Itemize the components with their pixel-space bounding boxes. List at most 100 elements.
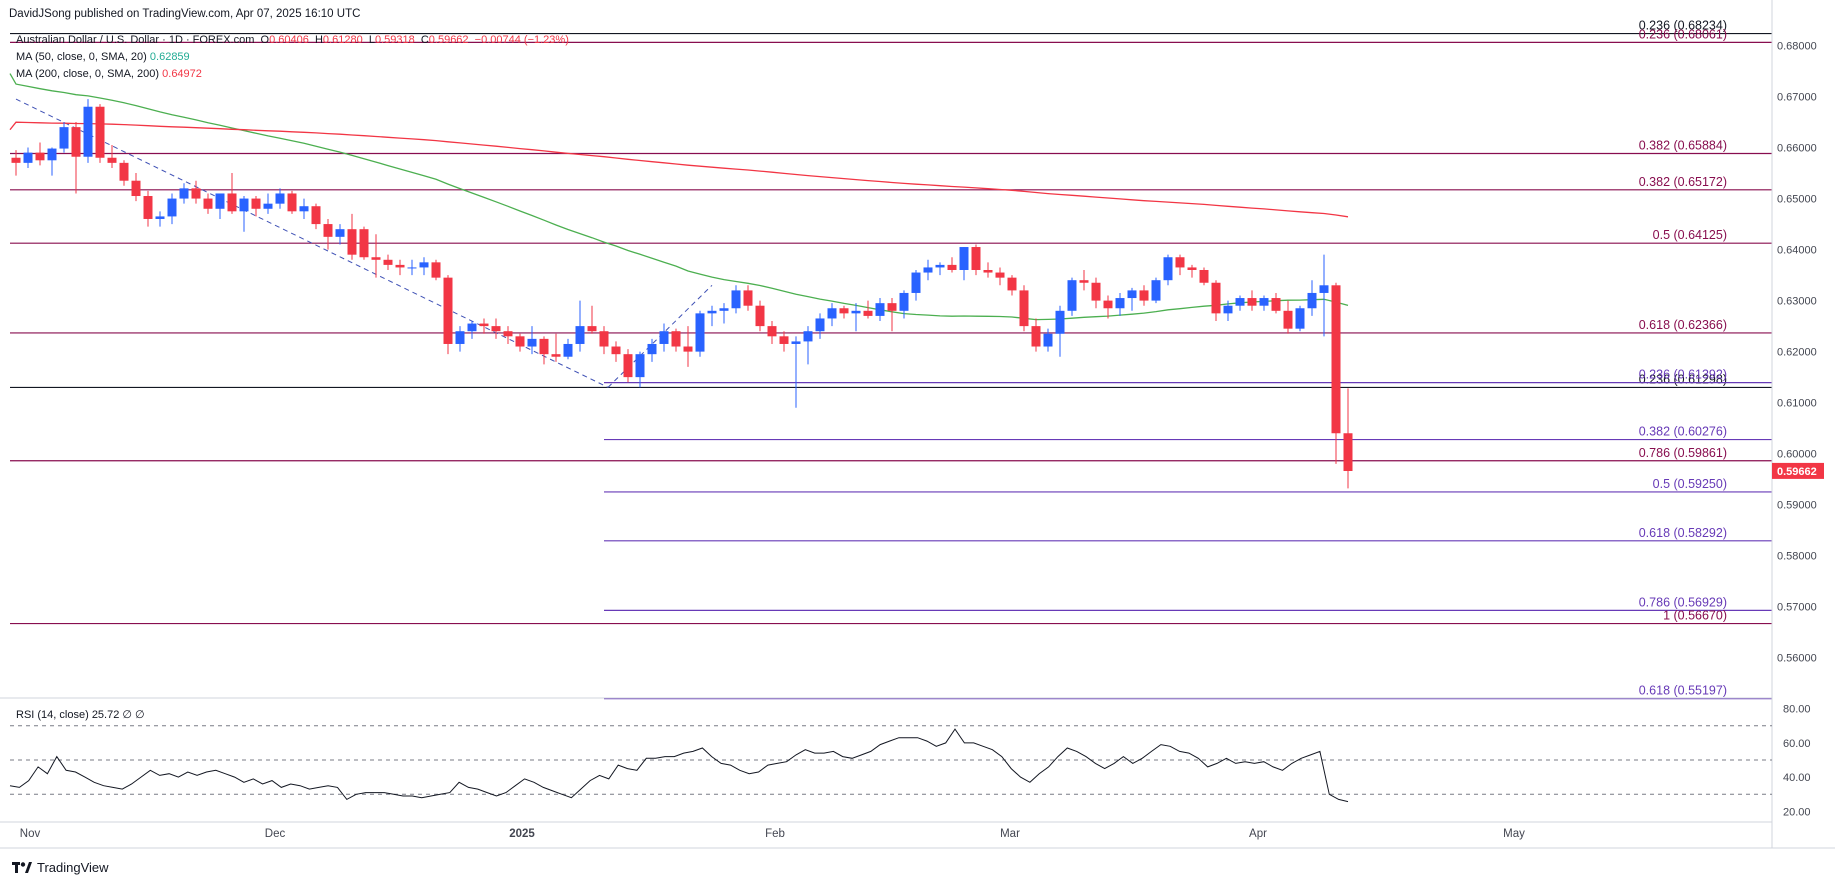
- rsi-tick-label: 80.00: [1783, 704, 1811, 716]
- candle-body: [971, 247, 981, 270]
- ma200-line: [9, 121, 1349, 218]
- tradingview-logo-icon: [12, 861, 32, 873]
- candle-body: [671, 331, 681, 347]
- candle-body: [1235, 298, 1245, 306]
- price-tick-label: 0.63000: [1777, 296, 1817, 308]
- time-tick-label: Dec: [265, 828, 286, 840]
- candle-body: [791, 341, 801, 344]
- candle-body: [1247, 298, 1257, 306]
- ohlc-low: 0.59318: [374, 34, 415, 46]
- candle-body: [839, 308, 849, 314]
- candle-body: [851, 310, 861, 314]
- candle-body: [887, 303, 897, 311]
- candle-body: [215, 193, 225, 209]
- price-tick-label: 0.67000: [1777, 92, 1817, 104]
- ohlc-open-label: O: [260, 34, 270, 46]
- fib-level-label: 0.786 (0.59861): [1639, 446, 1727, 460]
- candle-body: [155, 216, 165, 219]
- candle-body: [1211, 282, 1221, 314]
- candle-body: [1067, 280, 1077, 311]
- candlesticks: [11, 99, 1353, 489]
- candle-body: [563, 343, 573, 357]
- ma50-line: [9, 73, 1349, 321]
- candle-body: [251, 198, 261, 209]
- candle-body: [1091, 282, 1101, 301]
- candle-body: [395, 264, 405, 268]
- candle-body: [707, 310, 717, 314]
- candle-body: [575, 326, 585, 344]
- candle-body: [1151, 280, 1161, 301]
- ohlc-close-label: C: [420, 34, 429, 46]
- candle-body: [1343, 433, 1353, 472]
- candle-body: [239, 198, 249, 212]
- fib-level-label: 0.5 (0.64125): [1653, 228, 1727, 242]
- candle-body: [623, 354, 633, 378]
- last-price-badge: [1772, 462, 1824, 479]
- ohlc-high-label: H: [314, 34, 323, 46]
- candle-body: [899, 292, 909, 311]
- last-price-label: 0.59662: [1777, 466, 1817, 478]
- tradingview-brand[interactable]: TradingView: [12, 860, 109, 875]
- ohlc-high: 0.61280: [322, 34, 363, 46]
- candle-body: [107, 157, 117, 163]
- rsi-pane: 80.00 60.00 40.00 20.00: [0, 697, 1811, 818]
- rsi-label: RSI (14, close): [16, 709, 89, 721]
- candle-body: [1163, 257, 1173, 281]
- candle-body: [1115, 298, 1125, 309]
- price-tick-label: 0.64000: [1777, 245, 1817, 257]
- fib-level-label: 0.236 (0.61392): [1639, 368, 1727, 382]
- candle-body: [1199, 269, 1209, 283]
- candle-body: [35, 152, 45, 161]
- candle-body: [467, 323, 477, 332]
- price-tick-label: 0.60000: [1777, 449, 1817, 461]
- fib-level-label: 0.618 (0.62366): [1639, 318, 1727, 332]
- candle-body: [1259, 298, 1269, 306]
- price-tick-label: 0.62000: [1777, 347, 1817, 359]
- candle-body: [1271, 298, 1281, 311]
- fib-level-label: 0.382 (0.65172): [1639, 175, 1727, 189]
- candle-body: [443, 277, 453, 344]
- candle-body: [275, 193, 285, 204]
- fib-level-label: 0.236 (0.68061): [1639, 27, 1727, 41]
- candle-body: [815, 318, 825, 332]
- rsi-line: [9, 728, 1349, 803]
- candle-body: [503, 331, 513, 337]
- candle-body: [71, 127, 81, 157]
- candle-body: [47, 148, 57, 161]
- candle-body: [539, 338, 549, 355]
- candle-body: [95, 106, 105, 158]
- candle-body: [923, 267, 933, 273]
- candle-body: [407, 267, 417, 269]
- candle-body: [875, 303, 885, 316]
- time-tick-label: 2025: [509, 828, 535, 840]
- time-axis[interactable]: Nov Dec 2025 Feb Mar Apr May: [0, 821, 1835, 849]
- fibonacci-levels: 0.236 (0.68234)0.236 (0.68061) 0.382 (0.6…: [10, 19, 1772, 700]
- candle-body: [359, 229, 369, 258]
- candle-body: [743, 290, 753, 306]
- candle-body: [599, 331, 609, 347]
- rsi-extra: ∅ ∅: [122, 709, 145, 721]
- fib-level-label: 0.236 (0.68234): [1639, 19, 1727, 33]
- candle-body: [455, 331, 465, 344]
- candle-body: [719, 308, 729, 311]
- price-tick-label: 0.61000: [1777, 398, 1817, 410]
- fib-level-label: 0.382 (0.65884): [1639, 138, 1727, 152]
- fib-level-label: 0.618 (0.58292): [1639, 526, 1727, 540]
- candle-body: [227, 193, 237, 212]
- candle-body: [1307, 292, 1317, 309]
- candle-body: [131, 180, 141, 197]
- candle-body: [1283, 310, 1293, 329]
- price-axis[interactable]: 0.68000 0.67000 0.66000 0.65000 0.64000 0.630…: [1771, 0, 1824, 848]
- fib-level-label: 0.382 (0.60276): [1639, 425, 1727, 439]
- candle-body: [1223, 305, 1233, 314]
- candle-body: [383, 259, 393, 265]
- candle-body: [959, 247, 969, 270]
- ma50-value: 0.62859: [149, 51, 190, 63]
- candle-body: [635, 354, 645, 378]
- candle-body: [1127, 290, 1137, 299]
- candle-body: [1103, 300, 1113, 309]
- candle-body: [1175, 257, 1185, 268]
- fib-level-label: 0.5 (0.59250): [1653, 477, 1727, 491]
- candle-body: [479, 323, 489, 327]
